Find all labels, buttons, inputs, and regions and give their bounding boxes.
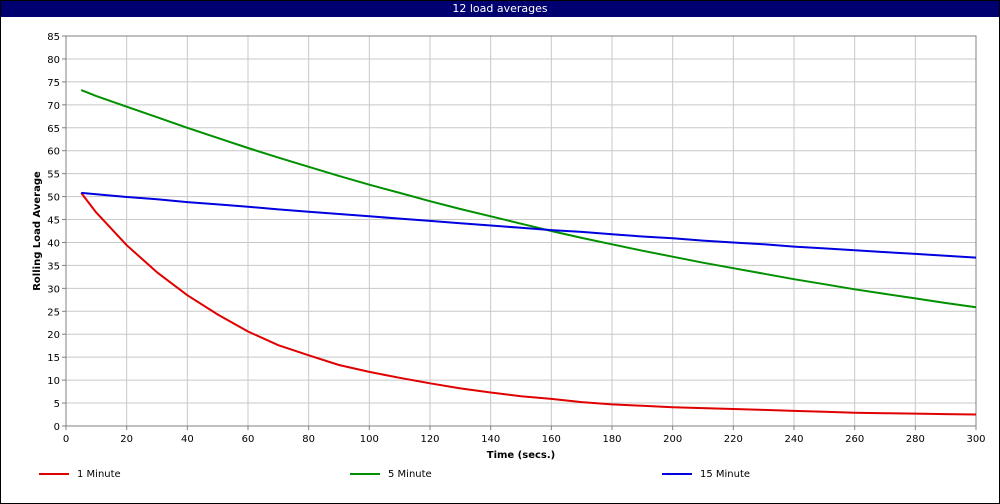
- y-tick-label: 65: [47, 124, 60, 135]
- y-tick-label: 85: [47, 32, 60, 43]
- y-tick-label: 70: [47, 101, 60, 112]
- x-tick-label: 300: [966, 434, 985, 445]
- legend-swatch-5-minute: [350, 473, 380, 475]
- x-tick-label: 160: [542, 434, 561, 445]
- y-tick-label: 45: [47, 216, 60, 227]
- x-tick-label: 240: [784, 434, 803, 445]
- y-tick-label: 55: [47, 170, 60, 181]
- y-tick-label: 40: [47, 238, 60, 249]
- x-tick-label: 20: [120, 434, 133, 445]
- legend-label-1-minute: 1 Minute: [77, 468, 121, 480]
- x-tick-label: 200: [663, 434, 682, 445]
- y-tick-label: 60: [47, 147, 60, 158]
- x-tick-label: 140: [481, 434, 500, 445]
- legend-label-5-minute: 5 Minute: [388, 468, 432, 480]
- x-tick-label: 120: [420, 434, 439, 445]
- y-tick-label: 50: [47, 193, 60, 204]
- y-tick-label: 15: [47, 353, 60, 364]
- chart-title: 12 load averages: [1, 1, 999, 17]
- x-tick-label: 280: [906, 434, 925, 445]
- y-tick-label: 5: [54, 399, 60, 410]
- plot-border: [65, 35, 977, 427]
- series-line-15-minute: [81, 191, 977, 259]
- x-tick-label: 100: [360, 434, 379, 445]
- y-tick-label: 80: [47, 55, 60, 66]
- x-tick-label: 220: [724, 434, 743, 445]
- x-tick-label: 80: [302, 434, 315, 445]
- y-tick-label: 25: [47, 307, 60, 318]
- y-tick-label: 20: [47, 330, 60, 341]
- series-line-5-minute: [80, 89, 977, 309]
- y-tick-label: 75: [47, 78, 60, 89]
- x-tick-label: 40: [181, 434, 194, 445]
- y-tick-label: 30: [47, 284, 60, 295]
- y-axis-title: Rolling Load Average: [32, 171, 43, 291]
- y-tick-label: 10: [47, 376, 60, 387]
- y-tick-label: 35: [47, 261, 60, 272]
- x-tick-label: 260: [845, 434, 864, 445]
- x-axis-title: Time (secs.): [487, 450, 556, 461]
- legend-item-5-minute: 5 Minute: [350, 467, 432, 481]
- series-line-1-minute: [80, 192, 977, 416]
- legend-item-1-minute: 1 Minute: [39, 467, 121, 481]
- legend-item-15-minute: 15 Minute: [662, 467, 750, 481]
- y-tick-label: 0: [54, 422, 60, 433]
- legend-label-15-minute: 15 Minute: [700, 468, 751, 480]
- legend-swatch-15-minute: [662, 473, 692, 475]
- x-tick-label: 60: [242, 434, 255, 445]
- x-tick-label: 180: [602, 434, 621, 445]
- plot-area: [66, 36, 976, 426]
- legend-swatch-1-minute: [39, 473, 69, 475]
- x-tick-label: 0: [63, 434, 69, 445]
